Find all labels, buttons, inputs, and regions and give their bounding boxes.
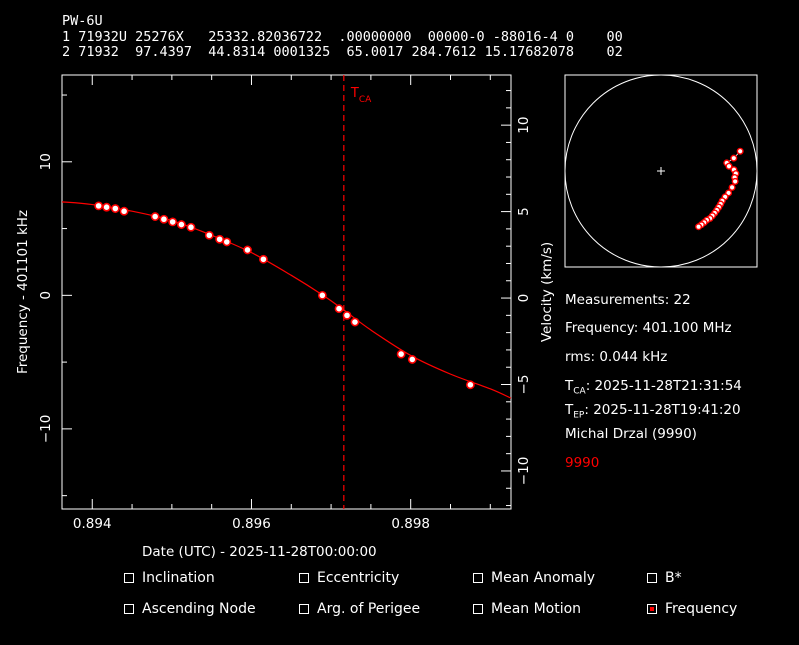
tep-label: T bbox=[565, 402, 574, 418]
checkbox-frequency[interactable]: Frequency bbox=[647, 601, 737, 617]
checkbox-ascending-node[interactable]: Ascending Node bbox=[124, 601, 256, 617]
checkbox-eccentricity[interactable]: Eccentricity bbox=[299, 570, 399, 586]
measurement-point bbox=[396, 349, 406, 359]
y2-tick-label: 10 bbox=[516, 117, 532, 134]
station-id: 9990 bbox=[565, 455, 600, 471]
checkbox-mean-motion[interactable]: Mean Motion bbox=[473, 601, 581, 617]
measurement-point bbox=[334, 304, 344, 314]
y2-axis-label: Velocity (km/s) bbox=[539, 242, 555, 342]
tca-label: T bbox=[565, 378, 574, 394]
tca-annotation: T bbox=[350, 86, 359, 101]
checkbox-label: Arg. of Perigee bbox=[317, 601, 421, 617]
tep-sub: EP bbox=[573, 410, 585, 421]
checkbox-label: Ascending Node bbox=[142, 601, 256, 617]
y2-tick-label: −10 bbox=[516, 457, 532, 486]
tep-value: : 2025-11-28T19:41:20 bbox=[584, 402, 741, 418]
measurement-point bbox=[159, 214, 169, 224]
y2-tick-label: −5 bbox=[516, 375, 532, 395]
measurement-point bbox=[94, 201, 104, 211]
checkbox-mean-anomaly[interactable]: Mean Anomaly bbox=[473, 570, 595, 586]
checkbox-box[interactable] bbox=[299, 573, 309, 583]
y-tick-label: 10 bbox=[38, 153, 54, 170]
measurement-point bbox=[168, 217, 178, 227]
checkbox-label: Mean Anomaly bbox=[491, 570, 596, 586]
x-axis-label: Date (UTC) - 2025-11-28T00:00:00 bbox=[142, 544, 377, 560]
measurement-point bbox=[465, 380, 475, 390]
tep-line: TEP: 2025-11-28T19:41:20 bbox=[565, 402, 741, 421]
tca-sub: CA bbox=[573, 386, 586, 397]
checkbox-label: Eccentricity bbox=[317, 570, 400, 586]
checkbox-box[interactable] bbox=[473, 573, 483, 583]
checkbox-bstar[interactable]: B* bbox=[647, 570, 682, 586]
skytrack-point bbox=[736, 147, 744, 155]
measurement-point bbox=[317, 290, 327, 300]
checkbox-box[interactable] bbox=[124, 604, 134, 614]
measurement-point bbox=[215, 234, 225, 244]
checkbox-box[interactable] bbox=[299, 604, 309, 614]
checkbox-inclination[interactable]: Inclination bbox=[124, 570, 215, 586]
frequency-value: Frequency: 401.100 MHz bbox=[565, 320, 732, 336]
tca-annotation-sub: CA bbox=[359, 95, 372, 105]
skytrack-point bbox=[728, 183, 736, 191]
measurement-point bbox=[186, 222, 196, 232]
observer-name: Michal Drzal (9990) bbox=[565, 426, 697, 442]
checkbox-box[interactable] bbox=[647, 604, 657, 614]
skytrack-point bbox=[731, 177, 739, 185]
skytrack-point bbox=[730, 154, 738, 162]
x-tick-label: 0.894 bbox=[73, 516, 112, 532]
checkbox-label: Inclination bbox=[142, 570, 215, 586]
y-tick-label: −10 bbox=[38, 415, 54, 444]
checkbox-box[interactable] bbox=[124, 573, 134, 583]
x-tick-label: 0.896 bbox=[232, 516, 271, 532]
measurement-point bbox=[177, 220, 186, 229]
y2-tick-label: 5 bbox=[516, 207, 532, 216]
measurement-point bbox=[110, 204, 120, 213]
satellite-name: PW-6U bbox=[62, 13, 103, 29]
checkbox-label: Frequency bbox=[665, 601, 738, 617]
fit-curve bbox=[61, 201, 512, 399]
tle-line-1: 1 71932U 25276X 25332.82036722 .00000000… bbox=[62, 29, 623, 45]
y2-tick-label: 0 bbox=[516, 294, 532, 303]
skytrack-point bbox=[695, 223, 703, 231]
measurement-point bbox=[243, 245, 252, 255]
rms-value: rms: 0.044 kHz bbox=[565, 349, 668, 365]
checkbox-label: B* bbox=[665, 570, 682, 586]
y-axis-label: Frequency - 401101 kHz bbox=[15, 210, 31, 374]
checkbox-label: Mean Motion bbox=[491, 601, 582, 617]
tca-value: : 2025-11-28T21:31:54 bbox=[585, 378, 742, 394]
measurement-point bbox=[102, 202, 111, 212]
horizon-circle bbox=[564, 74, 758, 268]
checkbox-box[interactable] bbox=[647, 573, 657, 583]
tle-line-2: 2 71932 97.4397 44.8314 0001325 65.0017 … bbox=[62, 44, 623, 60]
plot-frame bbox=[61, 74, 512, 510]
measurement-point bbox=[150, 212, 160, 221]
measurement-point bbox=[259, 254, 268, 264]
tca-line: TCA: 2025-11-28T21:31:54 bbox=[565, 378, 742, 397]
x-tick-label: 0.898 bbox=[391, 516, 430, 532]
checkbox-box[interactable] bbox=[473, 604, 483, 614]
measurement-point bbox=[350, 317, 360, 327]
measurement-point bbox=[119, 206, 129, 216]
checkbox-arg-of-perigee[interactable]: Arg. of Perigee bbox=[299, 601, 420, 617]
y-tick-label: 0 bbox=[38, 291, 54, 300]
skytrack-panel bbox=[564, 74, 758, 268]
measurement-point bbox=[407, 355, 417, 364]
measurement-point bbox=[342, 310, 352, 320]
measurement-point bbox=[222, 237, 232, 247]
measurements-count: Measurements: 22 bbox=[565, 292, 691, 308]
skytrack-point bbox=[725, 162, 733, 170]
measurement-point bbox=[204, 230, 214, 240]
